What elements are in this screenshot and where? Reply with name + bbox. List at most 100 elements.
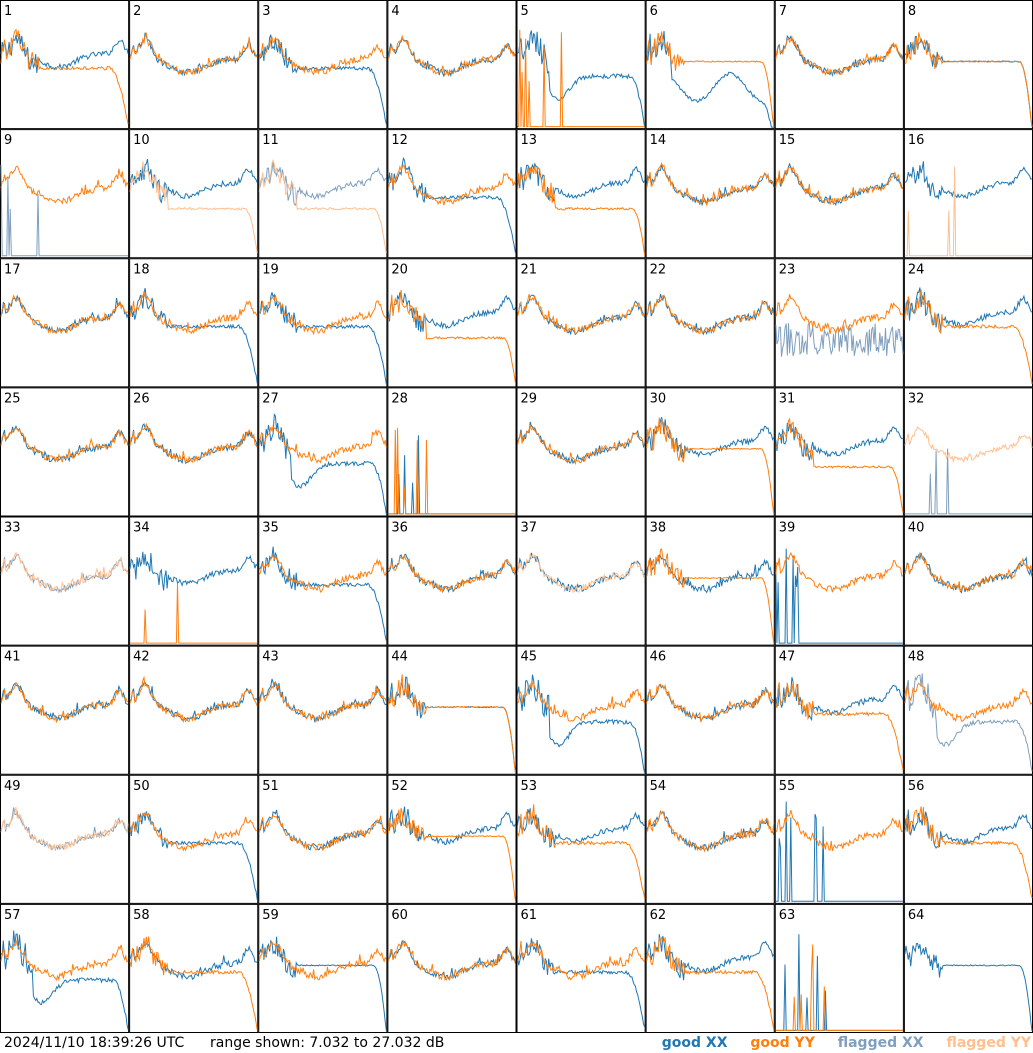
panel-1: 1 (0, 0, 130, 130)
panel-frame (774, 387, 904, 517)
panel-frame (516, 129, 646, 259)
series-yy-51 (258, 815, 387, 852)
panel-frame (645, 903, 775, 1033)
panel-38: 38 (645, 516, 775, 646)
panel-number: 6 (650, 4, 658, 19)
panel-frame (774, 903, 904, 1033)
panel-frame (258, 645, 388, 775)
panel-15: 15 (774, 129, 904, 259)
legend: good XX good YY flagged XX flagged YY (644, 1035, 1031, 1051)
series-yy-13 (517, 165, 646, 256)
series-xx-10 (129, 158, 258, 204)
series-yy-7 (775, 35, 904, 77)
series-xx-23 (775, 322, 904, 357)
panel-number: 36 (391, 521, 408, 536)
panel-frame (903, 645, 1033, 775)
panel-frame (516, 0, 646, 130)
panel-number: 48 (908, 650, 925, 665)
panel-8: 8 (903, 0, 1033, 130)
panel-number: 26 (133, 391, 150, 406)
series-xx-35 (258, 546, 387, 641)
panel-frame (0, 903, 130, 1033)
panel-number: 27 (262, 391, 279, 406)
panel-frame (774, 645, 904, 775)
panel-48: 48 (903, 645, 1033, 775)
series-yy-61 (517, 940, 645, 981)
series-yy-37 (517, 552, 645, 593)
series-yy-12 (387, 164, 516, 206)
panel-number: 7 (779, 4, 787, 19)
panel-number: 15 (779, 133, 796, 148)
panel-number: 33 (4, 521, 21, 536)
panel-frame (129, 258, 259, 388)
panel-frame (516, 258, 646, 388)
panel-32: 32 (903, 387, 1033, 517)
series-yy-59 (258, 941, 387, 981)
series-yy-25 (0, 427, 129, 463)
panel-number: 52 (391, 779, 408, 794)
panel-frame (516, 516, 646, 646)
panel-number: 61 (521, 908, 538, 923)
panel-53: 53 (516, 774, 646, 904)
panel-frame (258, 129, 388, 259)
panel-52: 52 (387, 774, 517, 904)
series-yy-47 (775, 681, 904, 770)
series-yy-5 (517, 29, 645, 128)
panel-number: 45 (521, 650, 538, 665)
panel-number: 42 (133, 650, 150, 665)
panel-46: 46 (645, 645, 775, 775)
panel-3: 3 (258, 0, 388, 130)
panel-31: 31 (774, 387, 904, 517)
legend-good-yy: good YY (750, 1035, 815, 1051)
series-yy-56 (904, 806, 1033, 899)
legend-good-xx: good XX (661, 1035, 728, 1051)
series-yy-20 (387, 289, 516, 384)
panel-26: 26 (129, 387, 259, 517)
series-yy-26 (129, 422, 258, 465)
panel-40: 40 (903, 516, 1033, 646)
panel-frame (903, 516, 1033, 646)
panel-frame (774, 0, 904, 130)
panel-frame (645, 645, 775, 775)
panel-56: 56 (903, 774, 1033, 904)
panel-frame (774, 258, 904, 388)
series-xx-9 (0, 164, 129, 257)
series-yy-60 (387, 940, 516, 981)
series-yy-8 (904, 32, 1033, 128)
panel-number: 25 (4, 391, 21, 406)
panel-number: 37 (521, 521, 538, 536)
series-yy-1 (0, 28, 129, 125)
panel-number: 30 (650, 391, 667, 406)
panel-43: 43 (258, 645, 388, 775)
panel-27: 27 (258, 387, 388, 517)
series-xx-13 (517, 162, 646, 202)
panel-20: 20 (387, 258, 517, 388)
panel-frame (516, 645, 646, 775)
series-yy-28 (388, 427, 516, 515)
series-yy-44 (387, 674, 516, 773)
series-yy-17 (0, 294, 129, 335)
panel-42: 42 (129, 645, 259, 775)
series-xx-34 (129, 551, 258, 591)
series-yy-11 (258, 159, 387, 253)
series-yy-41 (0, 681, 129, 724)
series-yy-10 (129, 161, 258, 254)
panel-61: 61 (516, 903, 646, 1033)
panel-frame (258, 258, 388, 388)
panel-58: 58 (129, 903, 259, 1033)
panel-frame (774, 129, 904, 259)
panel-frame (645, 129, 775, 259)
panel-number: 49 (4, 779, 21, 794)
series-yy-31 (775, 417, 904, 513)
panel-number: 35 (262, 521, 279, 536)
panel-frame (129, 774, 259, 904)
panel-frame (645, 774, 775, 904)
series-yy-58 (129, 936, 258, 1031)
panel-number: 19 (262, 262, 279, 277)
panel-number: 4 (391, 4, 399, 19)
series-yy-23 (775, 294, 904, 335)
panel-frame (774, 774, 904, 904)
series-yy-16 (904, 166, 1032, 257)
panel-frame (129, 903, 259, 1033)
panel-44: 44 (387, 645, 517, 775)
